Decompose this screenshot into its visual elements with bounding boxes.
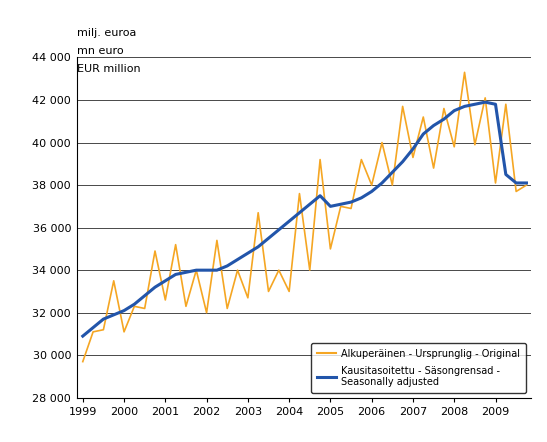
Text: milj. euroa: milj. euroa [77, 28, 136, 38]
Text: EUR million: EUR million [77, 64, 140, 74]
Legend: Alkuperäinen - Ursprunglig - Original, Kausitasoitettu - Säsongrensad -
Seasonal: Alkuperäinen - Ursprunglig - Original, K… [311, 343, 526, 393]
Text: mn euro: mn euro [77, 46, 123, 56]
